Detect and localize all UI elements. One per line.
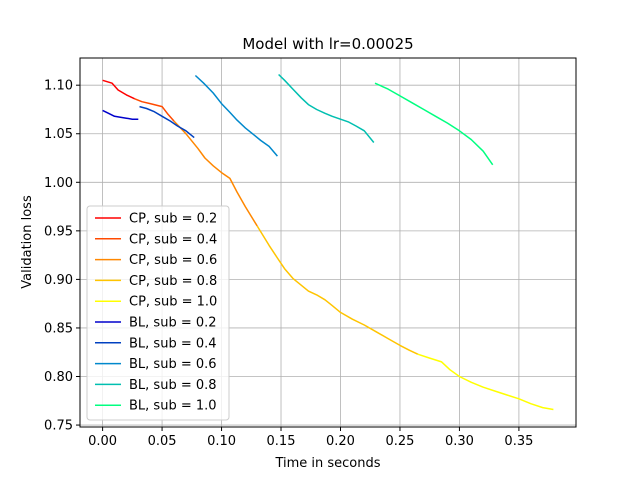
x-tick-label: 0.10 <box>207 434 236 449</box>
x-tick-label: 0.05 <box>148 434 177 449</box>
y-axis-label: Validation loss <box>20 195 35 289</box>
x-tick-label: 0.30 <box>445 434 474 449</box>
legend-label: BL, sub = 0.6 <box>129 357 217 372</box>
legend-label: CP, sub = 0.4 <box>129 232 217 247</box>
series-line-2 <box>134 98 175 122</box>
series-line-10 <box>374 82 494 166</box>
series-line-8 <box>194 74 278 157</box>
y-tick-label: 0.80 <box>44 370 73 385</box>
series-line-6 <box>102 109 139 120</box>
x-tick-label: 0.20 <box>326 434 355 449</box>
legend-label: BL, sub = 1.0 <box>129 399 217 414</box>
series-line-1 <box>102 79 136 100</box>
y-axis: 0.75 0.80 0.85 0.90 0.95 1.00 1.05 1.10 <box>44 79 80 434</box>
y-tick-label: 0.95 <box>44 224 73 239</box>
series-layer <box>102 73 554 411</box>
y-tick-label: 1.00 <box>44 176 73 191</box>
legend-label: CP, sub = 1.0 <box>129 295 217 310</box>
x-axis-label: Time in seconds <box>274 456 380 471</box>
series-line-7 <box>139 105 195 139</box>
series-line-4 <box>256 225 419 355</box>
y-tick-label: 1.05 <box>44 127 73 142</box>
legend: CP, sub = 0.2 CP, sub = 0.4 CP, sub = 0.6 C… <box>86 205 230 421</box>
legend-label: CP, sub = 0.2 <box>129 212 217 227</box>
legend-label: BL, sub = 0.4 <box>129 336 217 351</box>
y-tick-label: 0.85 <box>44 321 73 336</box>
series-line-3 <box>173 120 258 227</box>
y-tick-label: 0.90 <box>44 273 73 288</box>
x-axis: 0.00 0.05 0.10 0.15 0.20 0.25 0.30 0.35 <box>88 427 533 449</box>
chart-title: Model with lr=0.00025 <box>242 35 413 53</box>
legend-box <box>86 205 230 421</box>
x-tick-label: 0.00 <box>88 434 117 449</box>
legend-label: CP, sub = 0.6 <box>129 253 217 268</box>
plot-frame <box>79 57 577 428</box>
legend-label: CP, sub = 0.8 <box>129 274 217 289</box>
legend-label: BL, sub = 0.8 <box>129 378 217 393</box>
y-tick-label: 1.10 <box>44 79 73 94</box>
series-line-5 <box>417 353 554 411</box>
y-tick-label: 0.75 <box>44 419 73 434</box>
x-tick-label: 0.35 <box>504 434 533 449</box>
series-line-9 <box>278 73 375 143</box>
x-tick-label: 0.25 <box>385 434 414 449</box>
x-tick-label: 0.15 <box>267 434 296 449</box>
legend-label: BL, sub = 0.2 <box>129 316 217 331</box>
